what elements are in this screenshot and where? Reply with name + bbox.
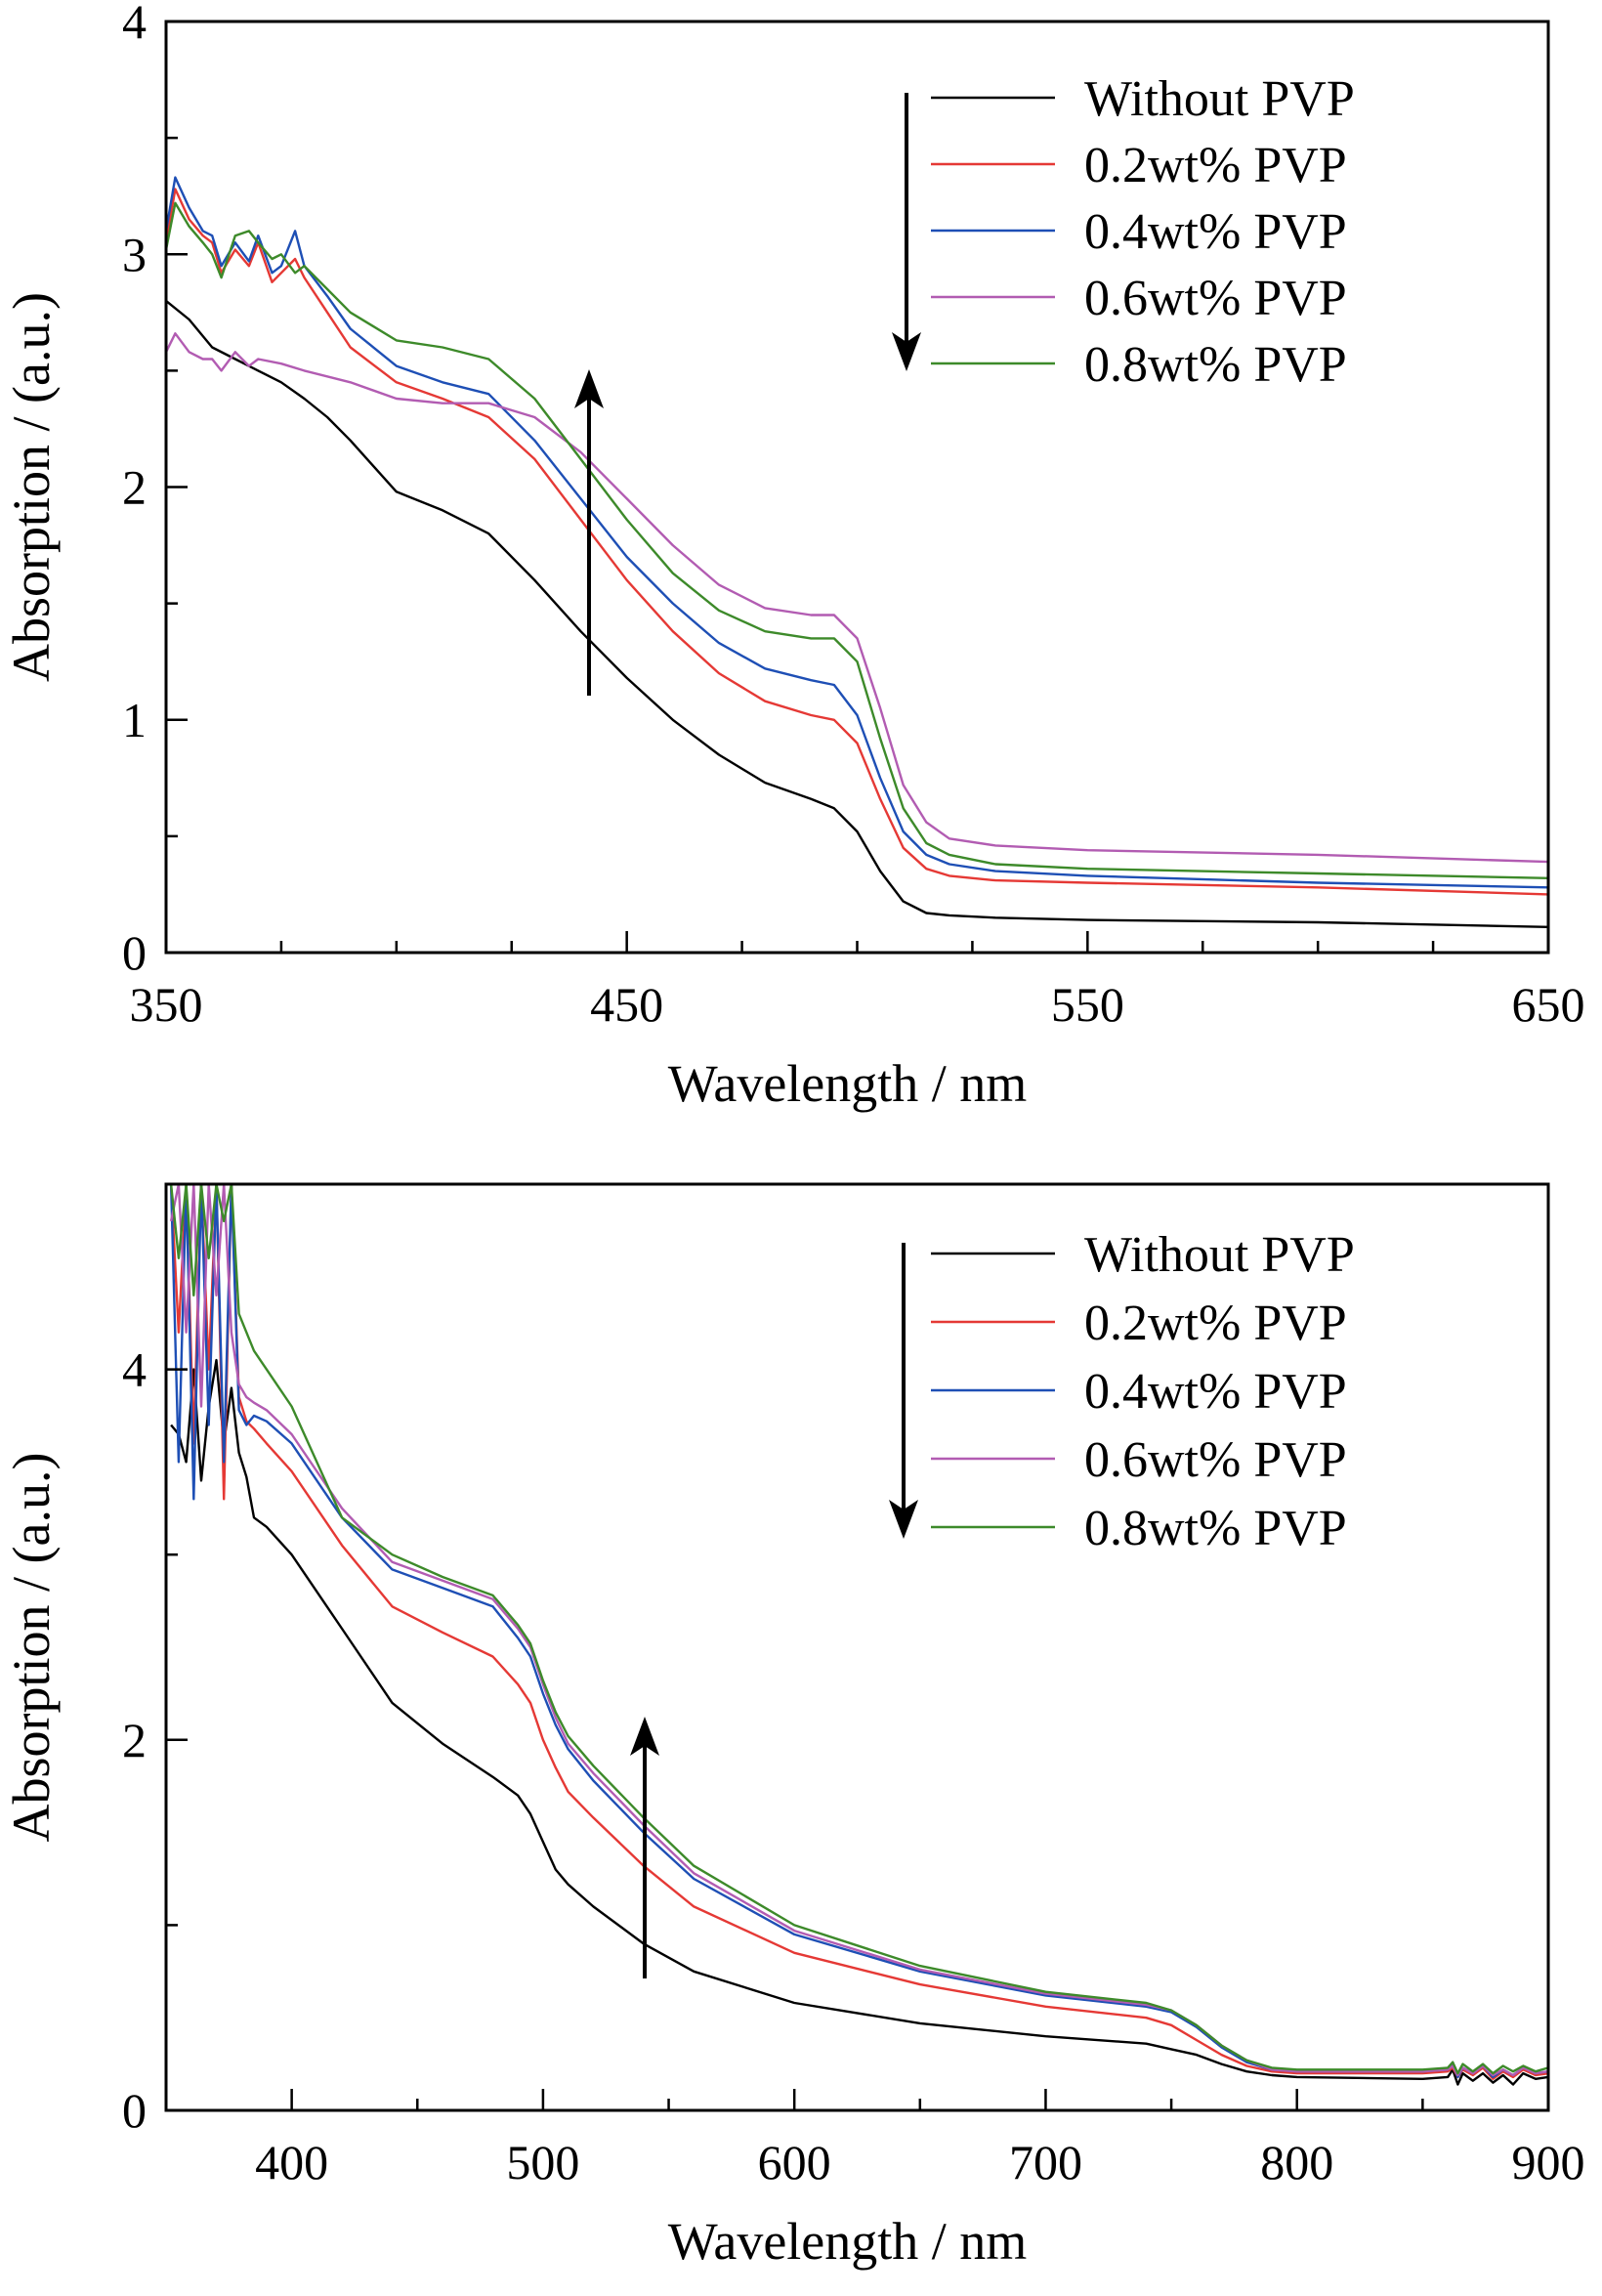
legend-label-0: Without PVP [1084, 1227, 1355, 1283]
x-tick-label: 900 [1512, 2135, 1585, 2190]
series-group [166, 176, 1548, 928]
legend-down-arrow [889, 1243, 918, 1539]
legend-label-1: 0.2wt% PVP [1084, 138, 1347, 193]
series-line-0 [166, 299, 1548, 928]
legend-label-0: Without PVP [1084, 71, 1355, 127]
legend-label-4: 0.8wt% PVP [1084, 337, 1347, 393]
y-axis-title: Absorption / (a.u.) [2, 292, 61, 682]
legend-down-arrow [892, 93, 921, 371]
series-line-3 [166, 332, 1548, 864]
legend-label-4: 0.8wt% PVP [1084, 1501, 1347, 1556]
legend: Without PVP 0.2wt% PVP 0.4wt% PVP 0.6wt% PV… [931, 1227, 1355, 1556]
series-line-4 [166, 201, 1548, 879]
y-tick-label: 0 [122, 2083, 147, 2138]
top-panel: 350 450 550 650 0 1 2 3 4 Wavelength / nm Absorpti… [2, 0, 1585, 1113]
series-line-1 [166, 188, 1548, 896]
x-tick-label: 700 [1009, 2135, 1082, 2190]
y-axis-title: Absorption / (a.u.) [2, 1453, 61, 1843]
y-tick-label: 1 [122, 693, 147, 747]
x-axis-title: Wavelength / nm [668, 1054, 1028, 1113]
trend-up-arrow [574, 369, 604, 696]
legend: Without PVP 0.2wt% PVP 0.4wt% PVP 0.6wt% PV… [931, 71, 1355, 393]
legend-label-1: 0.2wt% PVP [1084, 1296, 1347, 1351]
x-tick-label: 600 [758, 2135, 831, 2190]
legend-label-3: 0.6wt% PVP [1084, 271, 1347, 326]
x-tick-label: 350 [130, 977, 203, 1032]
x-tick-label: 800 [1260, 2135, 1333, 2190]
legend-label-2: 0.4wt% PVP [1084, 204, 1347, 260]
y-tick-label: 2 [122, 460, 147, 515]
x-tick-label: 650 [1512, 977, 1585, 1032]
legend-label-3: 0.6wt% PVP [1084, 1432, 1347, 1488]
y-tick-label: 4 [122, 0, 147, 49]
y-tick-label: 0 [122, 925, 147, 980]
trend-up-arrow [630, 1717, 659, 1978]
x-tick-label: 400 [255, 2135, 328, 2190]
x-axis-title: Wavelength / nm [668, 2212, 1028, 2271]
legend-label-2: 0.4wt% PVP [1084, 1364, 1347, 1420]
x-tick-label: 550 [1051, 977, 1124, 1032]
plot-frame [164, 1182, 1550, 2112]
x-tick-label: 500 [506, 2135, 579, 2190]
y-tick-label: 3 [122, 227, 147, 281]
x-tick-label: 450 [590, 977, 663, 1032]
y-tick-label: 2 [122, 1713, 147, 1767]
bottom-panel: 400 500 600 700 800 900 0 2 4 Wavelength / nm Abso… [2, 1182, 1585, 2271]
y-tick-label: 4 [122, 1342, 147, 1397]
